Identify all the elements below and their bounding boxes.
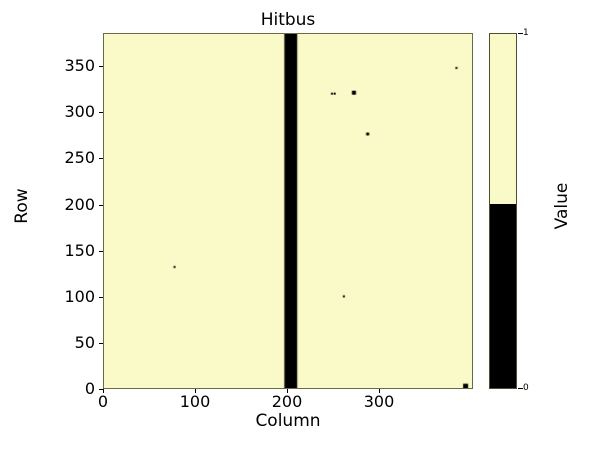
y-ticklabel-50: 50 (74, 333, 95, 352)
x-ticklabel-0: 0 (97, 392, 109, 411)
colorbar-ticklabel-min: 0 (523, 383, 529, 393)
y-ticklabel-150: 150 (64, 241, 95, 260)
y-tick-250 (99, 158, 103, 159)
y-ticklabel-250: 250 (64, 148, 95, 167)
colorbar-axis-label: Value (552, 182, 572, 230)
y-ticklabel-350: 350 (64, 56, 95, 75)
x-ticklabel-300: 300 (363, 392, 395, 411)
y-tick-350 (99, 66, 103, 67)
y-tick-150 (99, 251, 103, 252)
y-tick-0 (99, 389, 103, 390)
page-title: Hitbus (260, 10, 316, 30)
colorbar-low-segment (490, 203, 516, 388)
heatmap-image (104, 34, 472, 388)
x-ticklabel-200: 200 (271, 392, 303, 411)
x-tick-300 (379, 389, 380, 393)
y-ticklabel-300: 300 (64, 102, 95, 121)
y-tick-200 (99, 205, 103, 206)
y-ticklabel-200: 200 (64, 195, 95, 214)
x-tick-200 (287, 389, 288, 393)
y-axis-label: Row (12, 188, 32, 224)
y-tick-100 (99, 297, 103, 298)
colorbar[interactable] (489, 33, 517, 389)
y-tick-300 (99, 112, 103, 113)
y-tick-50 (99, 343, 103, 344)
heatmap-plot-area[interactable] (103, 33, 473, 389)
x-tick-100 (195, 389, 196, 393)
colorbar-high-segment (490, 34, 516, 204)
colorbar-ticklabel-max: 1 (523, 28, 529, 38)
colorbar-tick-max (518, 33, 523, 34)
y-ticklabel-100: 100 (64, 287, 95, 306)
colorbar-tick-min (518, 388, 523, 389)
x-ticklabel-100: 100 (179, 392, 211, 411)
x-axis-label: Column (255, 411, 321, 431)
x-tick-0 (103, 389, 104, 393)
y-ticklabel-0: 0 (84, 379, 95, 398)
